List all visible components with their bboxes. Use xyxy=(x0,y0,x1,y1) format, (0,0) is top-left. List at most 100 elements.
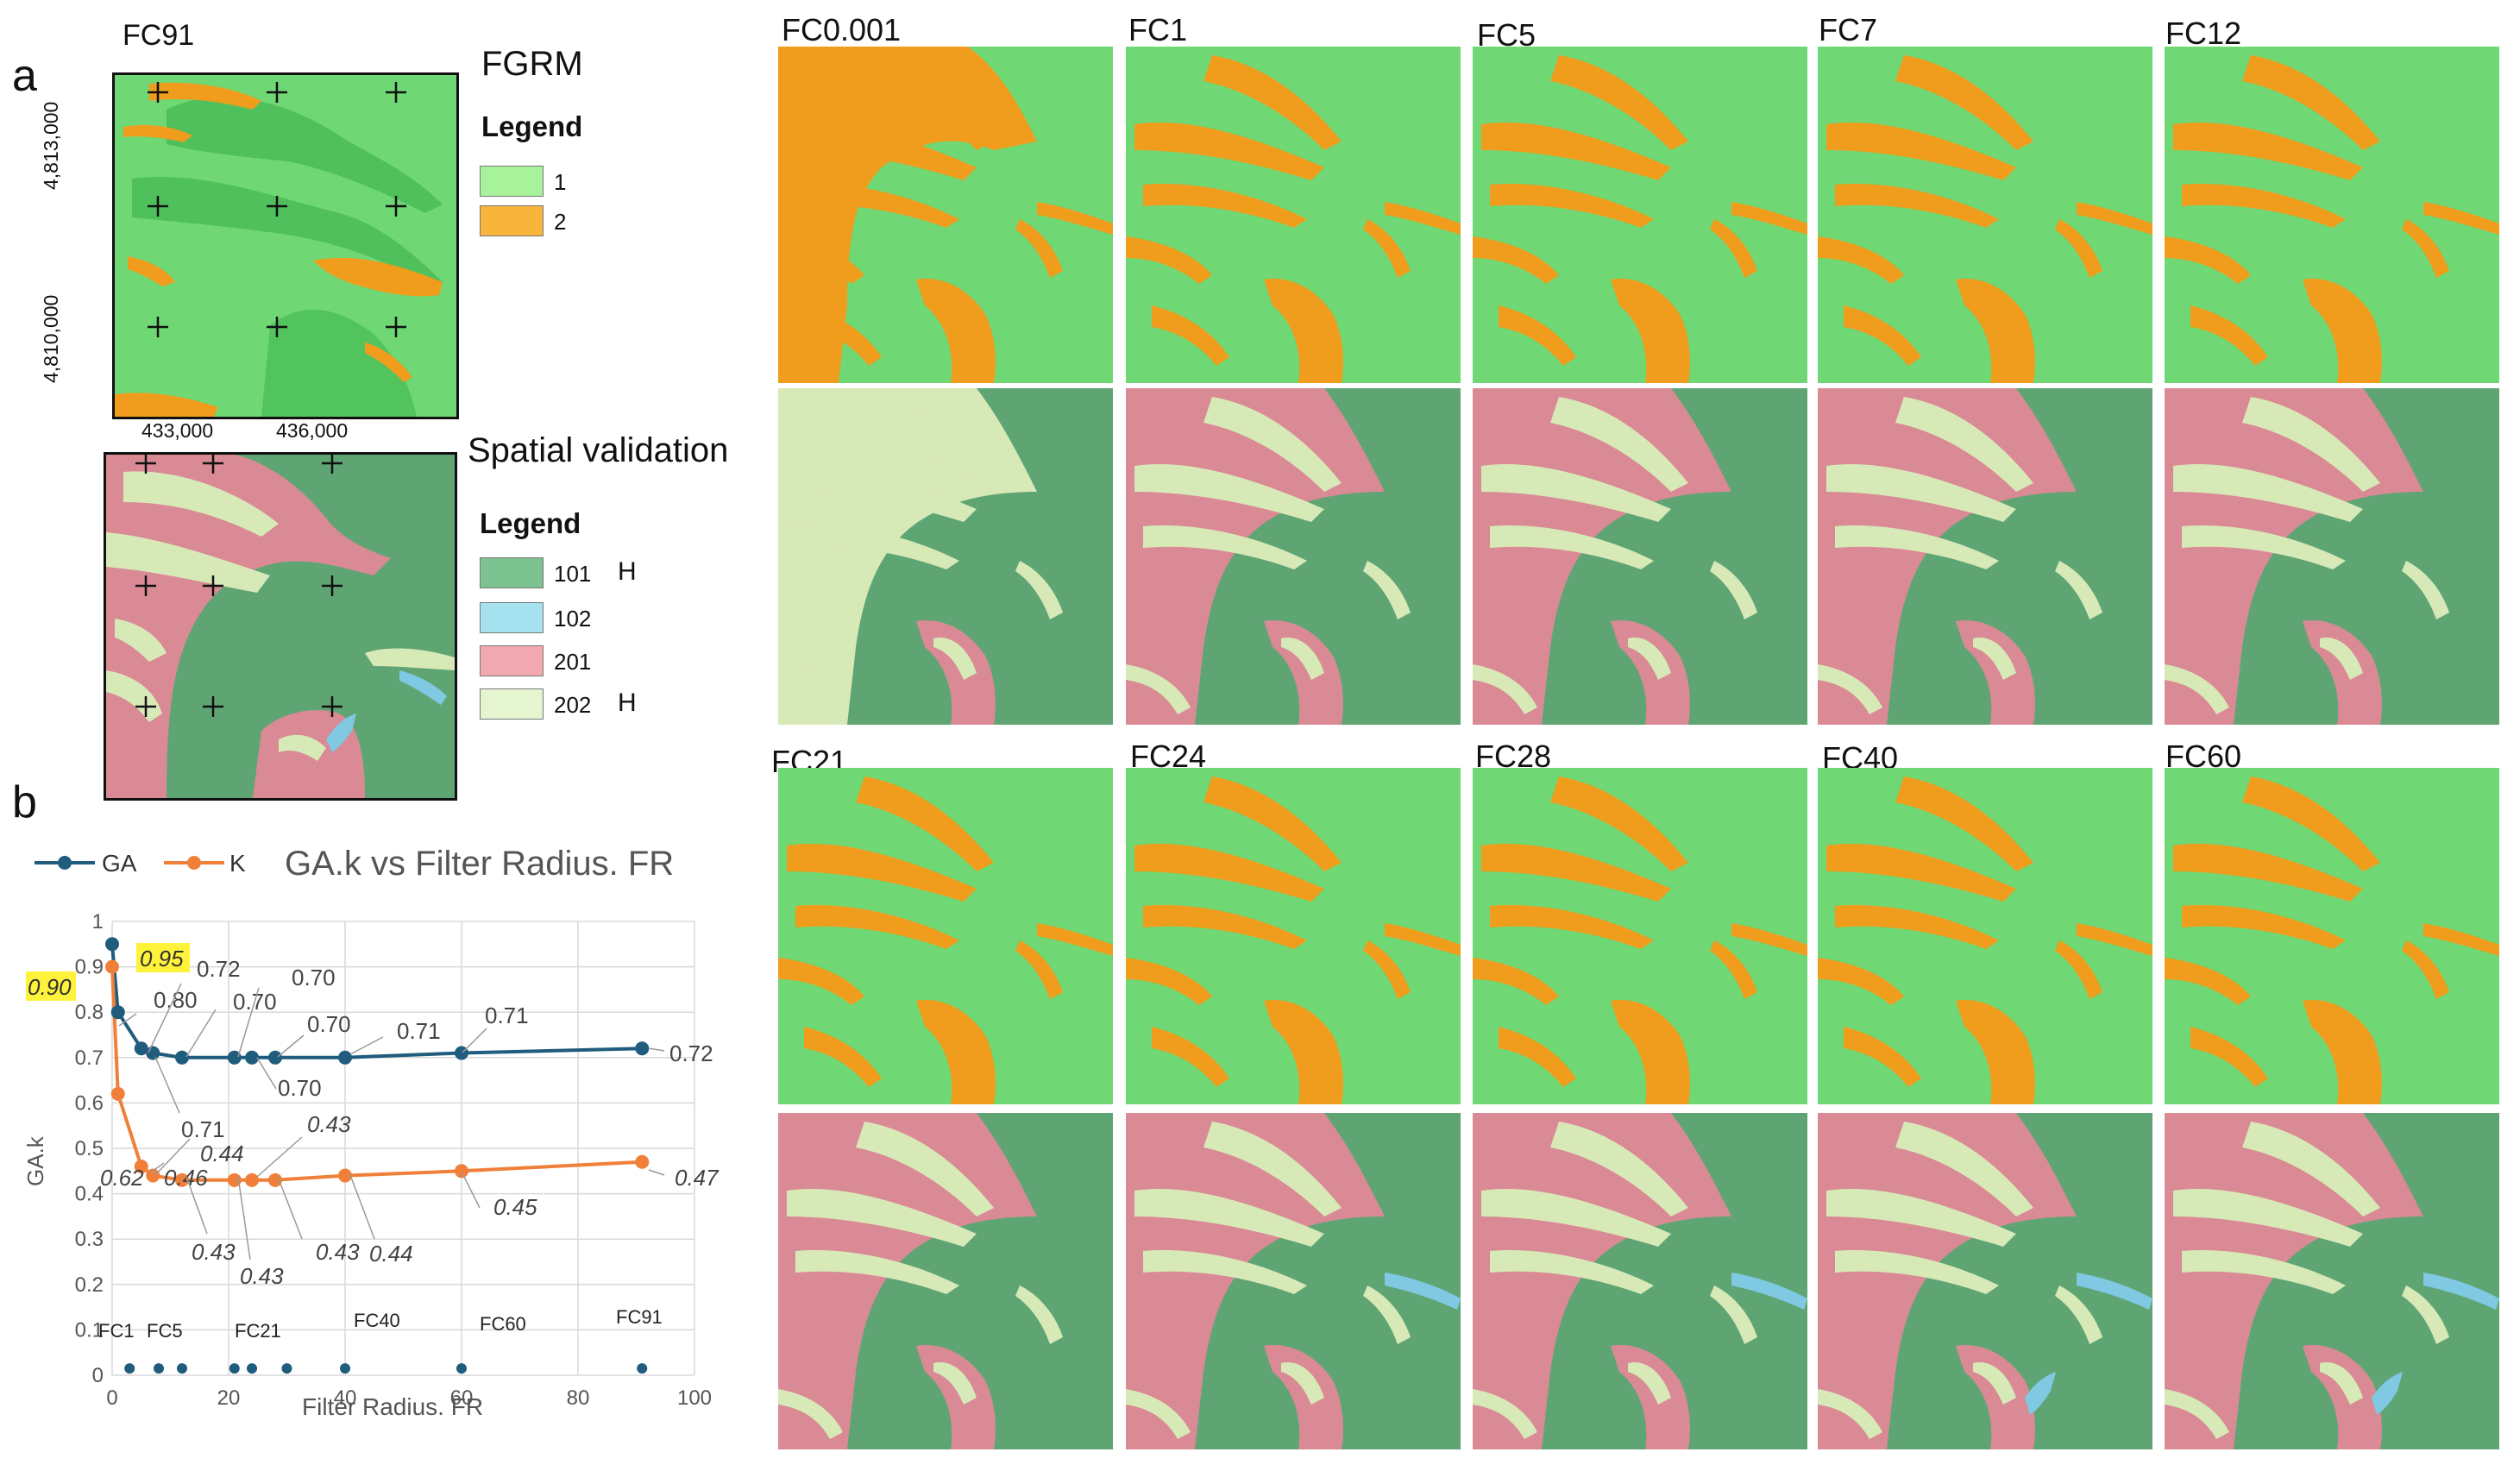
data-point-ga xyxy=(110,1005,125,1020)
leader-line xyxy=(349,1036,384,1055)
y-tick-label: 0.9 xyxy=(75,956,104,979)
ga-k-chart: GA K GA.k vs Filter Radius. FR 0 0.1 0.2 0.… xyxy=(22,845,720,1420)
legend-swatch xyxy=(480,688,544,720)
data-point-ga xyxy=(146,1046,160,1060)
series-points xyxy=(105,937,650,1187)
series-lines xyxy=(110,944,643,1182)
data-point-ga xyxy=(245,1050,259,1065)
fgrm-y-tick-2: 4,810,000 xyxy=(40,294,62,383)
legend-suffix: H xyxy=(618,688,637,717)
leader-line xyxy=(148,983,182,1053)
fgrm-map-fc60 xyxy=(2165,768,2499,1104)
fgrm-map-fc24 xyxy=(1126,768,1461,1104)
fgrm-legend-heading: Legend xyxy=(481,110,583,142)
data-point-k xyxy=(635,1154,650,1169)
y-tick-label: 0.6 xyxy=(75,1091,104,1115)
data-point-k xyxy=(146,1168,160,1183)
fgrm-title: FGRM xyxy=(481,45,583,83)
validation-map-fc60 xyxy=(2165,1113,2499,1449)
legend-swatch xyxy=(480,166,544,197)
fgrm-y-tick-1: 4,813,000 xyxy=(40,101,62,190)
fc-marker-point xyxy=(177,1363,187,1374)
ga-label-0.70-b: 0.70 xyxy=(292,965,336,990)
data-point-ga xyxy=(134,1041,148,1056)
leader-line xyxy=(118,1013,137,1027)
x-axis-label: Filter Radius. FR xyxy=(302,1393,483,1420)
ga-label-0.71-a: 0.71 xyxy=(181,1116,225,1142)
validation-map-fc1 xyxy=(1126,388,1461,725)
legend-label: 2 xyxy=(554,209,567,235)
y-tick-label: 0.2 xyxy=(75,1273,104,1297)
highlight-ga-0.95 xyxy=(136,943,190,972)
x-tick-label: 60 xyxy=(450,1386,474,1410)
fc-markers xyxy=(124,1363,648,1374)
legend-swatch xyxy=(480,205,544,236)
fc-label-fc91: FC91 xyxy=(616,1306,663,1328)
leader-line xyxy=(151,1162,165,1172)
leader-line xyxy=(349,1174,375,1240)
data-point-k xyxy=(455,1164,468,1179)
fgrm-map-fc7 xyxy=(1818,47,2152,383)
tile-title-fc1: FC1 xyxy=(1128,12,1188,47)
leader-line xyxy=(277,1034,305,1058)
fc-label-fc1: FC1 xyxy=(98,1320,135,1342)
k-label-0.44-a: 0.44 xyxy=(200,1141,244,1166)
x-tick-label: 20 xyxy=(217,1386,241,1410)
leader-line xyxy=(256,1136,303,1178)
k-label-0.43-b: 0.43 xyxy=(240,1263,284,1289)
fc-marker-point xyxy=(247,1363,257,1374)
fc-marker-point xyxy=(229,1363,240,1374)
fgrm-map-fc5 xyxy=(1473,47,1807,383)
spatial-validation-title: Spatial validation xyxy=(468,431,729,469)
legend-suffix: H xyxy=(618,557,637,586)
legend-swatch xyxy=(480,557,544,588)
data-point-ga xyxy=(227,1050,242,1065)
legend-label: 102 xyxy=(554,606,592,632)
fgrm-map-title: FC91 xyxy=(123,19,195,52)
fc-marker-point xyxy=(456,1363,467,1374)
fc-marker-point xyxy=(124,1363,135,1374)
fgrm-map-fc1 xyxy=(1126,47,1461,383)
fc-marker-point xyxy=(154,1363,164,1374)
fc-label-fc40: FC40 xyxy=(354,1310,400,1331)
tile-title-fc7: FC7 xyxy=(1819,12,1878,47)
y-tick-label: 0.3 xyxy=(75,1228,104,1251)
fgrm-x-tick-1: 433,000 xyxy=(141,419,214,442)
fc-label-fc21: FC21 xyxy=(235,1320,281,1342)
x-tick-label: 40 xyxy=(334,1386,357,1410)
panel-letter-a: a xyxy=(12,51,37,101)
data-point-k xyxy=(175,1172,189,1187)
legend-label: 201 xyxy=(554,649,592,675)
k-label-0.43-c: 0.43 xyxy=(307,1111,351,1137)
leader-line xyxy=(648,1047,665,1052)
validation-map-fc12 xyxy=(2165,388,2499,725)
k-label-0.62: 0.62 xyxy=(100,1165,144,1191)
k-label-0.90: 0.90 xyxy=(28,974,72,1000)
legend-label: 1 xyxy=(554,169,567,195)
validation-map-fc40 xyxy=(1818,1113,2152,1449)
data-point-k xyxy=(227,1172,242,1187)
fgrm-map-fc21 xyxy=(778,768,1113,1104)
validation-map-fc0.001 xyxy=(778,388,1113,725)
y-tick-label: 0.8 xyxy=(75,1001,104,1024)
validation-map-fc24 xyxy=(1126,1113,1461,1449)
x-tick-label: 80 xyxy=(567,1386,590,1410)
leader-line xyxy=(277,1176,303,1240)
leader-line xyxy=(462,1172,481,1209)
x-tick-label: 0 xyxy=(106,1386,117,1410)
fgrm-map xyxy=(112,72,459,419)
legend-swatch xyxy=(480,645,544,676)
ga-label-0.70-d: 0.70 xyxy=(307,1011,351,1037)
spatial-legend-heading: Legend xyxy=(480,507,581,539)
validation-map-fc21 xyxy=(778,1113,1113,1449)
k-label-0.45: 0.45 xyxy=(493,1194,537,1220)
k-label-0.44-b: 0.44 xyxy=(369,1241,413,1267)
ga-label-0.71-b: 0.71 xyxy=(397,1018,441,1044)
spatial-validation-map xyxy=(104,452,457,801)
tile-title-fc0.001: FC0.001 xyxy=(782,12,902,47)
y-tick-label: 0.5 xyxy=(75,1137,104,1160)
leader-line xyxy=(185,1009,217,1058)
fgrm-map-fc12 xyxy=(2165,47,2499,383)
y-axis-label: GA.k xyxy=(22,1135,48,1186)
ga-label-0.72-end: 0.72 xyxy=(669,1040,713,1066)
